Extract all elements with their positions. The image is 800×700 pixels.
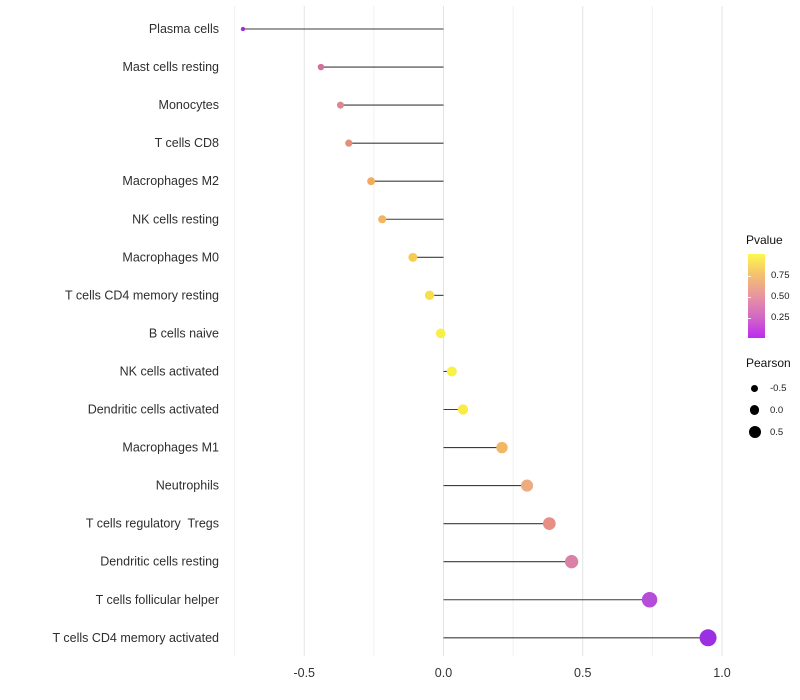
y-axis-label: B cells naive (149, 326, 219, 340)
pvalue-tick-label: 0.25 (771, 312, 790, 323)
pearson-dot-cell (746, 405, 763, 415)
pvalue-legend: Pvalue 0.75 0.50 0.25 (746, 233, 800, 340)
data-point (641, 592, 658, 608)
pearson-size-label: -0.5 (770, 382, 787, 394)
pearson-legend-item: 0.5 (746, 421, 800, 443)
data-point (446, 366, 457, 377)
data-point (457, 404, 469, 415)
y-axis-label: T cells CD4 memory resting (65, 288, 219, 302)
pearson-legend-item: -0.5 (746, 377, 800, 399)
pearson-size-label: 0.0 (770, 404, 784, 416)
pearson-legend-rows: -0.5 0.0 0.5 (746, 377, 800, 443)
pearson-legend: Pearson -0.5 0.0 0.5 (746, 356, 800, 443)
pvalue-tick-label: 0.50 (771, 291, 790, 302)
y-axis-label: Neutrophils (156, 479, 219, 493)
x-axis-label: 0.0 (435, 666, 452, 680)
pearson-legend-title: Pearson (746, 356, 791, 370)
y-axis-label: Dendritic cells resting (100, 555, 219, 569)
data-point (564, 555, 579, 569)
y-axis-label: NK cells activated (120, 364, 219, 378)
y-axis-label: T cells regulatory Tregs (86, 517, 219, 531)
y-axis-label: Dendritic cells activated (88, 403, 219, 417)
x-axis-label: 0.5 (574, 666, 591, 680)
pvalue-tick-label: 0.75 (771, 270, 790, 281)
y-axis-label: Macrophages M1 (122, 441, 219, 455)
data-point (699, 629, 717, 647)
x-axis-label: -0.5 (293, 666, 315, 680)
data-point (378, 215, 387, 224)
pvalue-colorbar-wrap: 0.75 0.50 0.25 (746, 254, 800, 340)
y-axis-label: Macrophages M0 (122, 250, 219, 264)
pvalue-legend-title: Pvalue (746, 233, 783, 247)
data-point (496, 441, 508, 454)
data-point (367, 177, 375, 186)
pvalue-colorbar-notch (748, 276, 751, 277)
pearson-dot-cell (746, 384, 763, 392)
data-point (317, 63, 325, 71)
pearson-dot-cell (746, 426, 763, 438)
data-point (424, 290, 435, 301)
y-axis-label: Macrophages M2 (122, 174, 219, 188)
y-axis-label: T cells CD4 memory activated (53, 631, 220, 645)
pvalue-colorbar-notch (748, 318, 751, 319)
data-point (345, 139, 353, 147)
data-point (435, 328, 446, 339)
data-point (240, 26, 246, 32)
pvalue-colorbar (748, 254, 765, 338)
y-axis-label: Plasma cells (149, 22, 219, 36)
pvalue-colorbar-notch (748, 297, 751, 298)
y-axis-label: Monocytes (159, 98, 219, 112)
y-axis-label: NK cells resting (132, 212, 219, 226)
pearson-size-label: 0.5 (770, 426, 784, 438)
data-point (336, 101, 344, 109)
data-point (521, 479, 534, 492)
x-axis-label: 1.0 (713, 666, 730, 680)
pearson-size-dot-icon (749, 405, 760, 415)
data-point (542, 517, 556, 530)
pearson-size-dot-icon (748, 426, 761, 438)
pearson-size-dot-icon (751, 384, 758, 392)
y-axis-label: T cells follicular helper (96, 593, 219, 607)
y-axis-label: T cells CD8 (155, 136, 219, 150)
pearson-legend-item: 0.0 (746, 399, 800, 421)
data-point (408, 252, 418, 262)
y-axis-label: Mast cells resting (122, 60, 219, 74)
